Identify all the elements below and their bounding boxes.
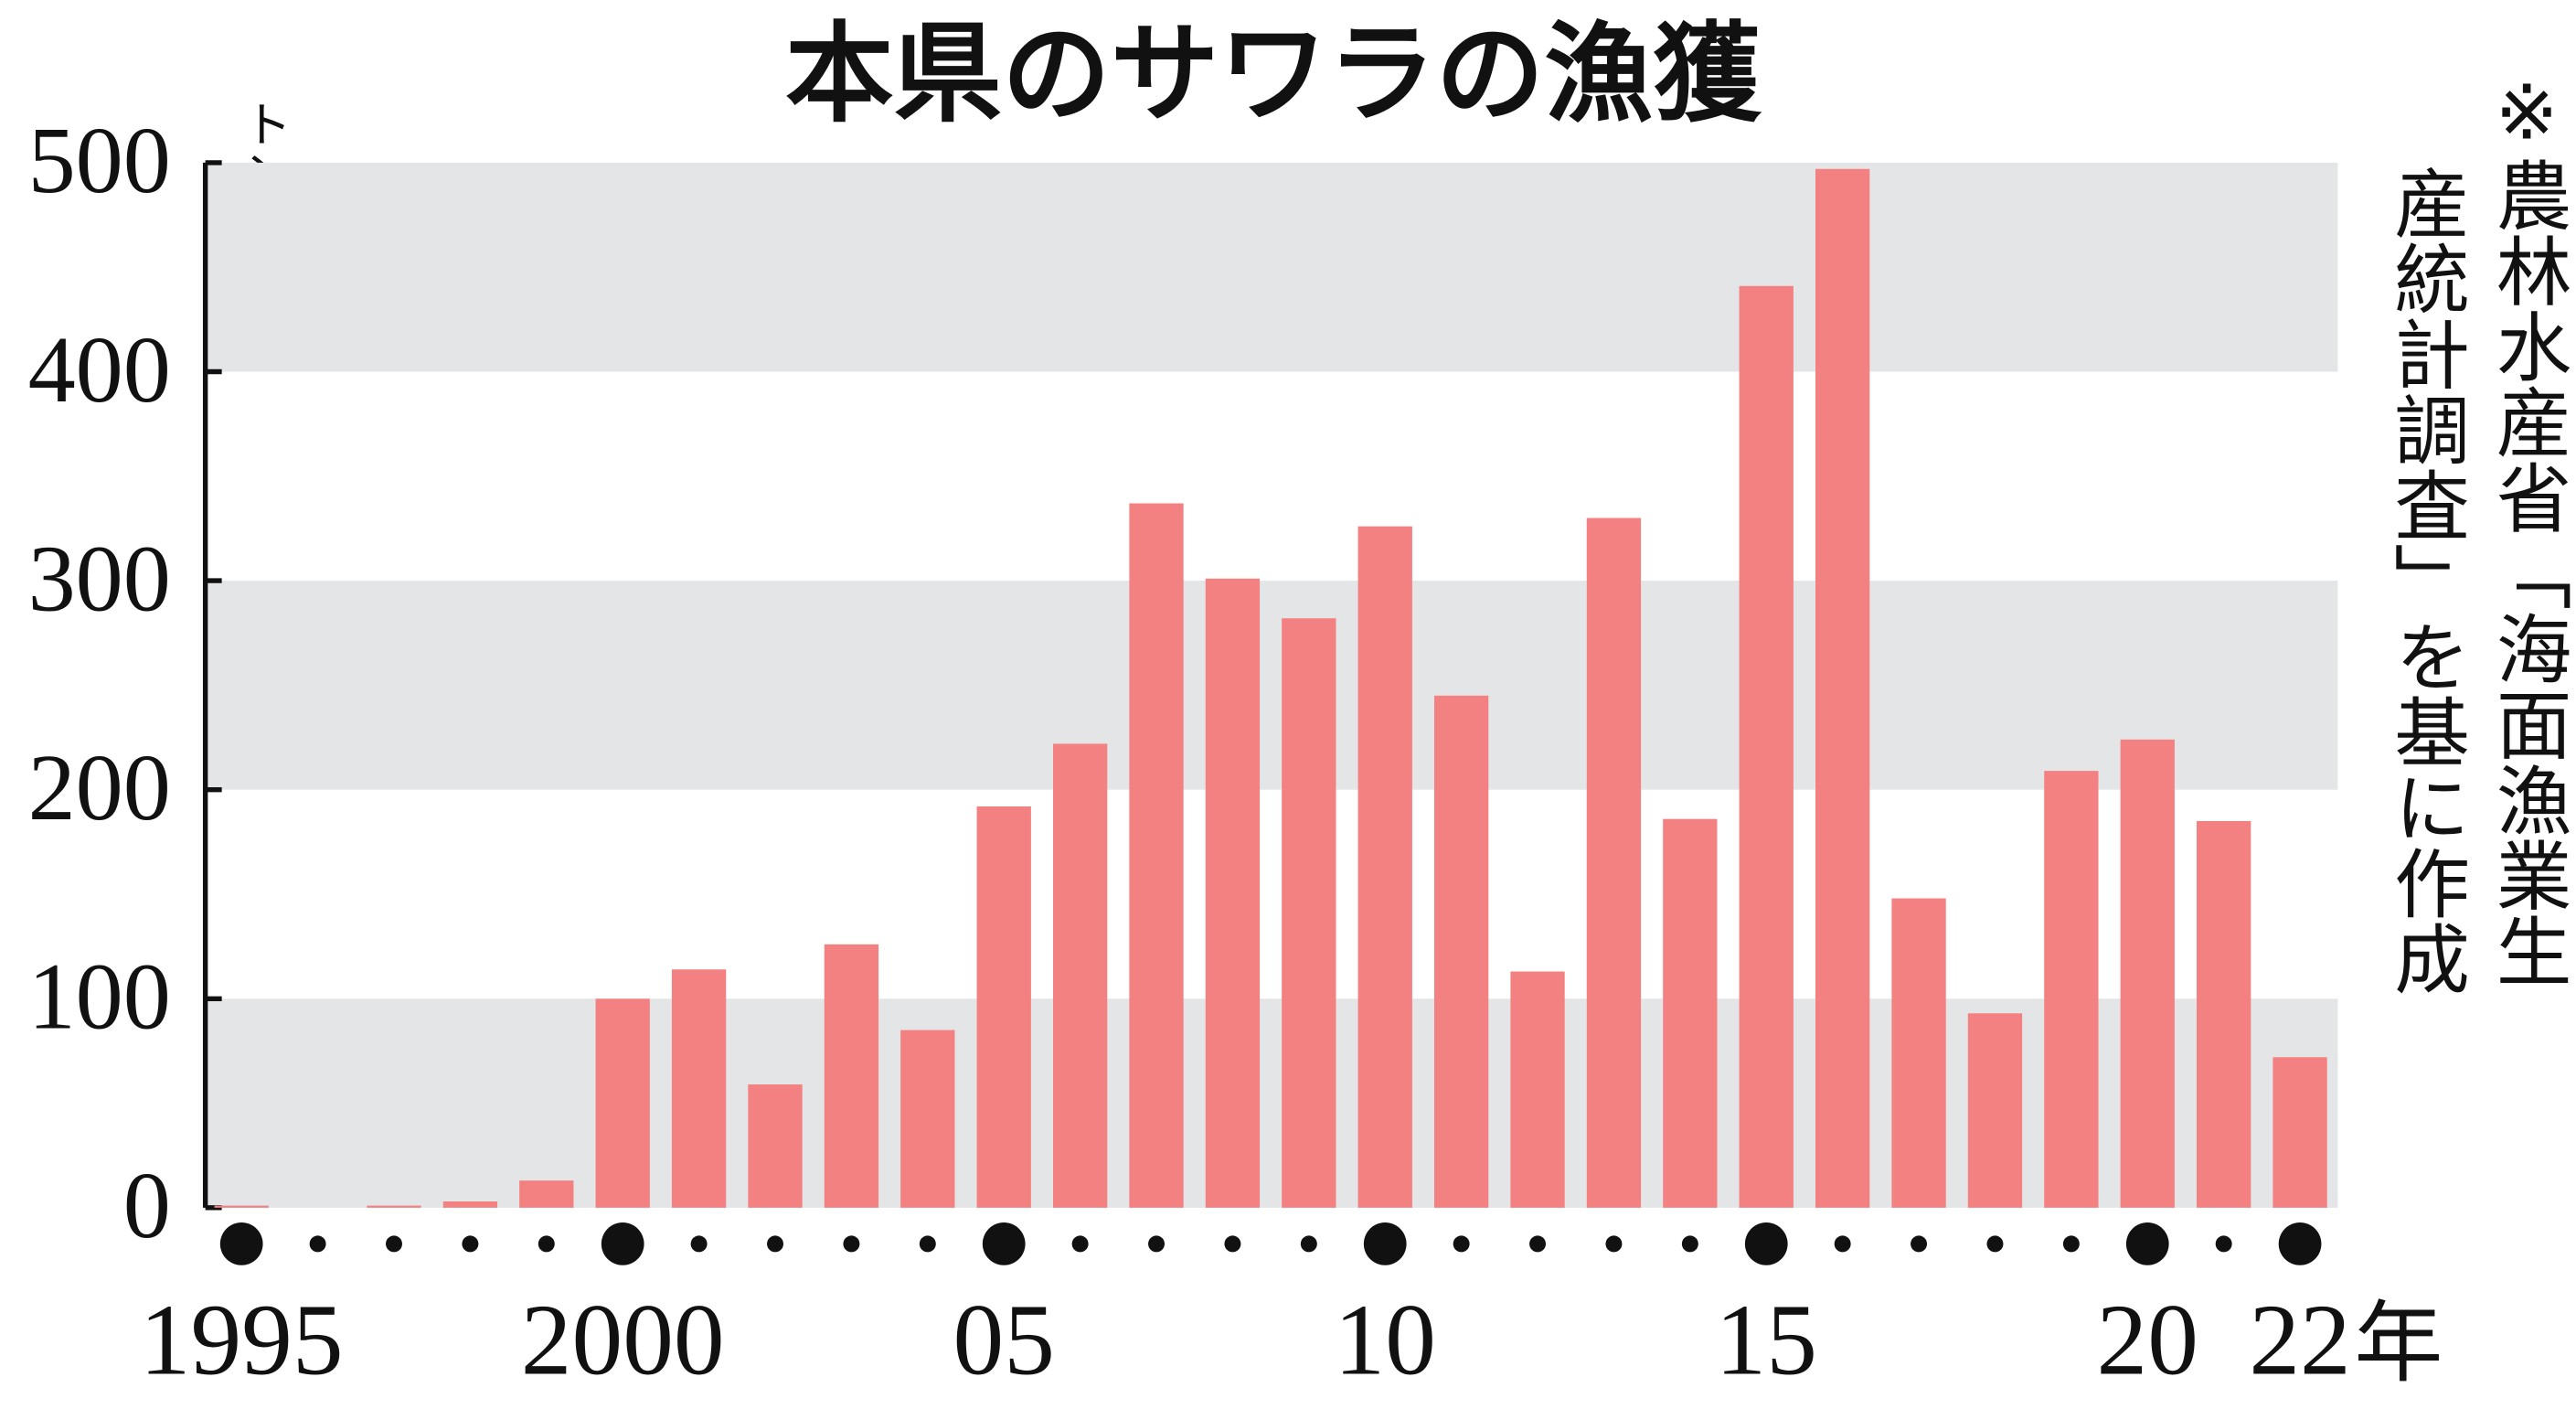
x-tick-label: 15 <box>1716 1284 1817 1396</box>
year-dot <box>2125 1222 2169 1265</box>
year-dot <box>2062 1235 2080 1253</box>
year-dot <box>690 1235 708 1253</box>
year-dot <box>1744 1222 1788 1265</box>
year-dot <box>1911 1235 1928 1253</box>
x-tick-label: 2000 <box>521 1284 725 1396</box>
bar <box>1663 818 1718 1208</box>
bar <box>442 1201 498 1208</box>
bar <box>1433 695 1489 1208</box>
note-line: ※農林水産省「海面漁業生 <box>2483 69 2571 987</box>
bar <box>2197 820 2251 1208</box>
bar <box>1052 743 1108 1208</box>
y-tick-label: 0 <box>123 1152 171 1258</box>
x-tick-label: 10 <box>1335 1284 1436 1396</box>
y-tick-label: 500 <box>28 107 171 213</box>
year-dot <box>309 1235 326 1253</box>
year-dot <box>1071 1235 1089 1253</box>
year-dot <box>1529 1235 1547 1253</box>
year-dot <box>1224 1235 1241 1253</box>
bar <box>1510 971 1565 1208</box>
year-dot <box>386 1235 402 1253</box>
year-dot <box>219 1222 263 1265</box>
bar <box>671 969 727 1208</box>
bar <box>1205 578 1261 1208</box>
bar <box>595 998 650 1208</box>
year-dot <box>1986 1235 2004 1253</box>
bar <box>519 1180 574 1208</box>
year-dot <box>767 1235 783 1253</box>
bar <box>1357 526 1412 1208</box>
grid-band <box>205 162 2338 372</box>
bar <box>2044 771 2099 1208</box>
year-dot <box>601 1222 644 1265</box>
bar <box>1586 518 1642 1208</box>
x-tick-label: 20 <box>2097 1284 2198 1396</box>
year-dot <box>1148 1235 1166 1253</box>
year-dot <box>1681 1235 1698 1253</box>
bar <box>367 1205 421 1208</box>
bar <box>900 1030 955 1208</box>
bar <box>2273 1057 2327 1208</box>
year-dot <box>2215 1235 2232 1253</box>
chart-title: 本県のサワラの漁獲 <box>785 11 1762 137</box>
y-tick-label: 100 <box>28 944 171 1050</box>
x-tick-label: 05 <box>953 1284 1055 1396</box>
year-dot <box>1363 1222 1407 1265</box>
grid-band <box>205 581 2338 790</box>
bar <box>1967 1013 2023 1208</box>
y-tick-label: 300 <box>28 525 171 631</box>
x-unit: 年 <box>2354 1291 2443 1394</box>
bar <box>976 806 1031 1208</box>
bar <box>1891 898 1946 1208</box>
year-dot <box>462 1235 479 1253</box>
x-tick-label: 22 <box>2249 1284 2350 1396</box>
year-dot <box>538 1235 555 1253</box>
bar <box>748 1083 803 1208</box>
year-dot <box>1453 1235 1470 1253</box>
bar <box>1129 503 1184 1208</box>
x-tick-label: 1995 <box>140 1284 344 1396</box>
bar <box>1739 285 1794 1208</box>
year-dot <box>1605 1235 1623 1253</box>
bar <box>1815 168 1870 1208</box>
note-line: 産統計調査」を基に作成 <box>2381 165 2469 996</box>
y-tick-label: 200 <box>28 734 171 840</box>
bar <box>214 1205 269 1208</box>
y-tick-label: 400 <box>28 316 171 422</box>
year-dot <box>982 1222 1026 1265</box>
bar <box>2120 739 2175 1208</box>
year-dot <box>1300 1235 1317 1253</box>
bar <box>1282 618 1336 1208</box>
year-dot <box>1834 1235 1851 1253</box>
year-dot <box>843 1235 860 1253</box>
bar <box>824 944 879 1208</box>
year-dot <box>2278 1222 2322 1265</box>
year-dot <box>919 1235 936 1253</box>
